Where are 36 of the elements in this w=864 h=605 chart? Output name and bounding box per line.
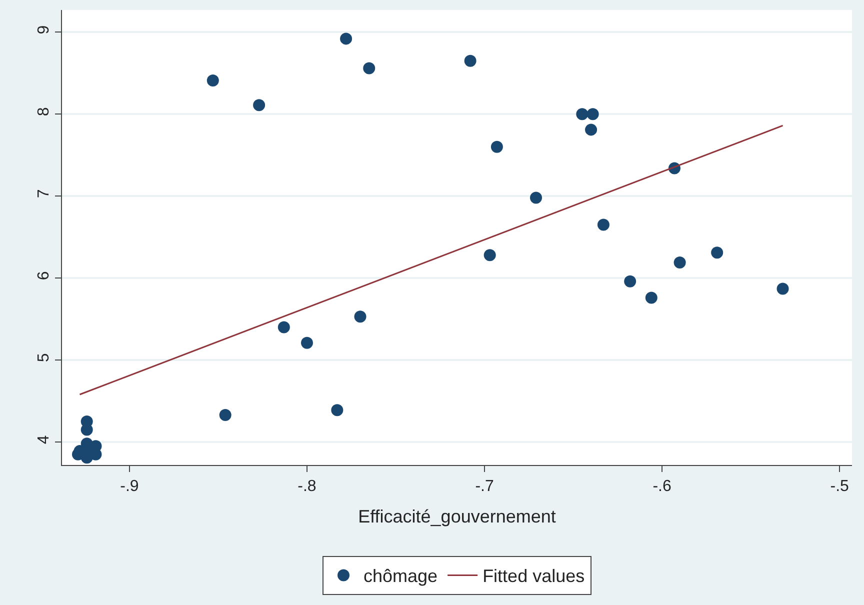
- point: [340, 32, 352, 45]
- point: [484, 249, 496, 262]
- point: [206, 74, 219, 86]
- point: [645, 292, 658, 304]
- point: [278, 321, 290, 334]
- x-tick-label: -.7: [475, 478, 494, 496]
- point: [711, 246, 724, 259]
- point: [331, 404, 344, 416]
- x-tick-label: -.9: [120, 478, 139, 496]
- point: [464, 54, 476, 67]
- point: [219, 408, 232, 421]
- x-tick-label: -.5: [830, 478, 850, 496]
- y-tick-label: 5: [36, 353, 53, 362]
- legend-label: Fitted values: [482, 566, 585, 586]
- point: [576, 108, 588, 120]
- point: [597, 218, 610, 231]
- x-axis-title: Efficacité_gouvernement: [358, 506, 556, 526]
- point: [530, 192, 542, 204]
- point: [674, 256, 686, 268]
- y-tick-label: 8: [36, 107, 53, 116]
- point: [363, 62, 376, 74]
- y-tick-label: 9: [36, 25, 53, 34]
- point: [253, 99, 266, 112]
- point: [300, 336, 313, 349]
- point: [354, 310, 366, 323]
- point: [624, 275, 636, 288]
- point: [585, 124, 598, 136]
- y-tick-label: 6: [36, 271, 53, 280]
- x-tick-label: -.6: [652, 478, 672, 496]
- x-tick-label: -.8: [298, 478, 316, 496]
- point: [776, 282, 789, 295]
- y-tick-label: 7: [36, 189, 53, 198]
- point: [586, 108, 599, 120]
- legend-label: chômage: [364, 566, 438, 586]
- point: [490, 140, 503, 153]
- y-tick-label: 4: [36, 435, 53, 444]
